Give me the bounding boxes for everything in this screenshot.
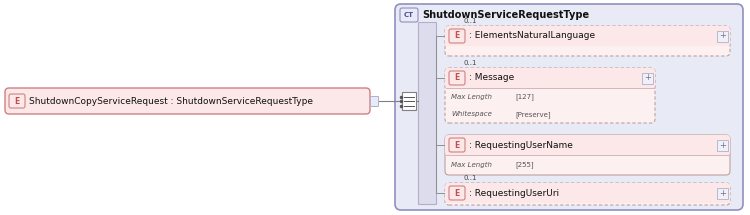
Text: [Preserve]: [Preserve]: [515, 111, 550, 118]
Text: Whitespace: Whitespace: [451, 111, 492, 117]
Text: E: E: [454, 140, 460, 149]
Text: E: E: [454, 74, 460, 83]
Text: +: +: [644, 74, 651, 83]
FancyBboxPatch shape: [445, 68, 655, 88]
Text: E: E: [454, 32, 460, 40]
Text: 0..1: 0..1: [463, 175, 476, 181]
FancyBboxPatch shape: [400, 8, 418, 22]
FancyBboxPatch shape: [449, 138, 465, 152]
FancyBboxPatch shape: [445, 183, 730, 203]
FancyBboxPatch shape: [445, 135, 730, 155]
Text: [127]: [127]: [515, 93, 534, 100]
Bar: [717, 187, 728, 198]
Text: Max Length: Max Length: [451, 162, 492, 168]
Bar: [418, 22, 436, 204]
Bar: [642, 72, 653, 83]
Text: E: E: [454, 189, 460, 198]
FancyBboxPatch shape: [445, 183, 730, 205]
Text: : RequestingUserName: : RequestingUserName: [469, 140, 573, 149]
Text: +: +: [719, 32, 726, 40]
Text: 0..1: 0..1: [463, 60, 476, 66]
Text: Max Length: Max Length: [451, 94, 492, 100]
FancyBboxPatch shape: [449, 29, 465, 43]
FancyBboxPatch shape: [5, 88, 370, 114]
Bar: [402, 92, 416, 110]
Text: [255]: [255]: [515, 162, 534, 168]
FancyBboxPatch shape: [445, 68, 655, 123]
FancyBboxPatch shape: [449, 71, 465, 85]
Text: : RequestingUserUri: : RequestingUserUri: [469, 189, 559, 198]
Bar: [717, 140, 728, 150]
FancyBboxPatch shape: [395, 4, 743, 210]
FancyBboxPatch shape: [445, 135, 730, 175]
FancyBboxPatch shape: [445, 26, 730, 56]
Text: +: +: [719, 189, 726, 198]
Text: E: E: [14, 97, 20, 106]
Bar: [717, 31, 728, 41]
FancyBboxPatch shape: [449, 186, 465, 200]
Text: CT: CT: [404, 12, 414, 18]
Text: : ElementsNaturalLanguage: : ElementsNaturalLanguage: [469, 32, 596, 40]
Text: ShutdownServiceRequestType: ShutdownServiceRequestType: [422, 10, 590, 20]
Text: +: +: [719, 140, 726, 149]
FancyBboxPatch shape: [9, 94, 25, 108]
Text: ShutdownCopyServiceRequest : ShutdownServiceRequestType: ShutdownCopyServiceRequest : ShutdownSer…: [29, 97, 313, 106]
FancyBboxPatch shape: [445, 26, 730, 46]
Text: 0..1: 0..1: [463, 18, 476, 24]
Bar: [370, 96, 378, 106]
Text: : Message: : Message: [469, 74, 514, 83]
